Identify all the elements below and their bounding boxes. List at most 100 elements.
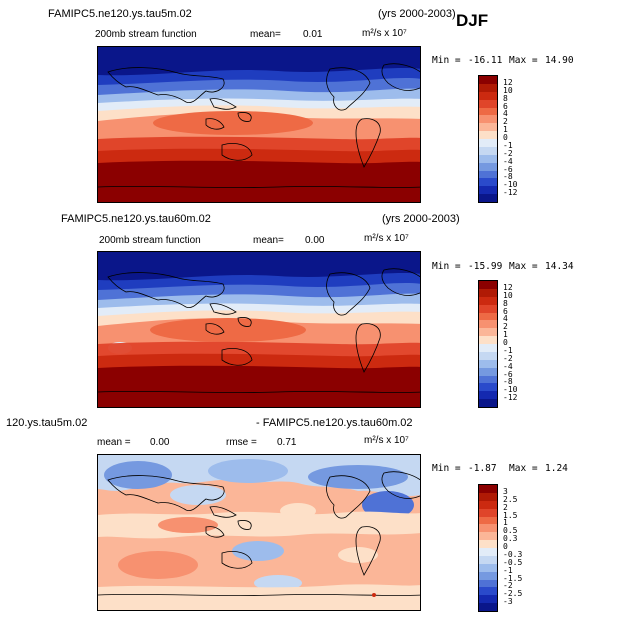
colorbar-swatch xyxy=(479,312,497,321)
panel1-units: m²/s x 10⁷ xyxy=(362,28,407,39)
colorbar-label: 1 xyxy=(503,330,508,340)
colorbar-swatch xyxy=(479,540,497,548)
colorbar-label: -1 xyxy=(503,140,513,150)
panel3-colorbar xyxy=(478,484,498,612)
colorbar-swatch xyxy=(479,492,497,501)
panel1-years: (yrs 2000-2003) xyxy=(378,8,456,20)
panel2-colorbar xyxy=(478,280,498,408)
panel1-field: 200mb stream function xyxy=(95,29,197,40)
colorbar-swatch xyxy=(479,178,497,187)
panel2-years: (yrs 2000-2003) xyxy=(382,213,460,225)
colorbar-swatch xyxy=(479,146,497,155)
colorbar-swatch xyxy=(479,336,497,344)
panel3-map xyxy=(97,454,421,611)
colorbar-swatch xyxy=(479,328,497,337)
colorbar-swatch xyxy=(479,359,497,368)
colorbar-label: 0 xyxy=(503,542,508,551)
colorbar-swatch xyxy=(479,351,497,360)
panel2-min-value: -15.99 xyxy=(468,261,503,272)
colorbar-label: 4 xyxy=(503,314,508,324)
panel3-mean-value: 0.00 xyxy=(150,437,170,448)
colorbar-swatch xyxy=(479,344,497,352)
colorbar-swatch xyxy=(479,571,497,580)
colorbar-label: -0.5 xyxy=(503,557,523,567)
colorbar-label: -4 xyxy=(503,361,513,371)
colorbar-label: 12 xyxy=(503,77,513,87)
panel3-mean-label: mean = xyxy=(97,437,131,448)
colorbar-label: 8 xyxy=(503,298,508,308)
panel3-case-right: - FAMIPC5.ne120.ys.tau60m.02 xyxy=(256,417,413,429)
panel2-units: m²/s x 10⁷ xyxy=(364,233,409,244)
colorbar-label: 0.5 xyxy=(503,526,518,536)
colorbar-label: 10 xyxy=(503,290,513,300)
colorbar-swatch xyxy=(479,139,497,147)
panel1-max-label: Max = xyxy=(509,55,538,66)
colorbar-label: -10 xyxy=(503,180,518,190)
panel2-mean-value: 0.00 xyxy=(305,235,325,246)
colorbar-swatch xyxy=(479,367,497,376)
colorbar-label: 8 xyxy=(503,93,508,103)
colorbar-label: -1.5 xyxy=(503,573,523,583)
panel2-map xyxy=(97,251,421,408)
colorbar-swatch xyxy=(479,516,497,525)
colorbar-label: 1 xyxy=(503,125,508,135)
panel1-field-plot xyxy=(98,47,420,202)
colorbar-swatch xyxy=(479,154,497,163)
colorbar-label: 12 xyxy=(503,282,513,292)
colorbar-swatch xyxy=(479,115,497,124)
colorbar-label: 2 xyxy=(503,502,508,512)
colorbar-label: 0.3 xyxy=(503,534,518,544)
colorbar-swatch xyxy=(479,131,497,139)
colorbar-swatch xyxy=(479,76,497,84)
colorbar-swatch xyxy=(479,579,497,588)
colorbar-label: -12 xyxy=(503,188,518,198)
colorbar-label: -8 xyxy=(503,172,513,182)
colorbar-label: -2.5 xyxy=(503,589,523,599)
colorbar-label: 1 xyxy=(503,518,508,528)
colorbar-label: -2 xyxy=(503,353,513,363)
panel3-field-plot xyxy=(98,455,420,610)
colorbar-label: 4 xyxy=(503,109,508,119)
colorbar-swatch xyxy=(479,99,497,108)
colorbar-label: 6 xyxy=(503,101,508,111)
panel3-max-value: 1.24 xyxy=(545,463,568,474)
colorbar-swatch xyxy=(479,587,497,596)
colorbar-swatch xyxy=(479,555,497,564)
colorbar-swatch xyxy=(479,508,497,517)
panel3-case-left: 120.ys.tau5m.02 xyxy=(6,417,88,429)
panel3-units: m²/s x 10⁷ xyxy=(364,435,409,446)
season-label: DJF xyxy=(456,11,489,30)
panel3-rmse-value: 0.71 xyxy=(277,437,297,448)
panel2-field-plot xyxy=(98,252,420,407)
colorbar-swatch xyxy=(479,375,497,384)
colorbar-swatch xyxy=(479,194,497,202)
colorbar-label: 0 xyxy=(503,133,508,142)
panel3-min-label: Min = xyxy=(432,463,461,474)
colorbar-label: -1 xyxy=(503,565,513,575)
panel2-field: 200mb stream function xyxy=(99,235,201,246)
panel3-min-value: -1.87 xyxy=(468,463,497,474)
panel1-map xyxy=(97,46,421,203)
panel2-case-title: FAMIPC5.ne120.ys.tau60m.02 xyxy=(61,213,211,225)
colorbar-swatch xyxy=(479,563,497,572)
colorbar-swatch xyxy=(479,595,497,604)
colorbar-label: 1.5 xyxy=(503,510,518,520)
colorbar-swatch xyxy=(479,524,497,533)
colorbar-label: -2 xyxy=(503,581,513,591)
panel2-max-value: 14.34 xyxy=(545,261,574,272)
colorbar-swatch xyxy=(479,304,497,313)
colorbar-swatch xyxy=(479,485,497,493)
panel1-case-title: FAMIPC5.ne120.ys.tau5m.02 xyxy=(48,8,192,20)
colorbar-swatch xyxy=(479,288,497,297)
colorbar-label: -12 xyxy=(503,393,518,403)
colorbar-label: -6 xyxy=(503,164,513,174)
panel1-max-value: 14.90 xyxy=(545,55,574,66)
colorbar-label: -4 xyxy=(503,156,513,166)
panel2-max-label: Max = xyxy=(509,261,538,272)
colorbar-swatch xyxy=(479,296,497,305)
colorbar-swatch xyxy=(479,281,497,289)
colorbar-label: -3 xyxy=(503,597,513,607)
colorbar-label: -0.3 xyxy=(503,549,523,559)
colorbar-label: 2.5 xyxy=(503,494,518,504)
panel1-mean-label: mean= xyxy=(250,29,281,40)
